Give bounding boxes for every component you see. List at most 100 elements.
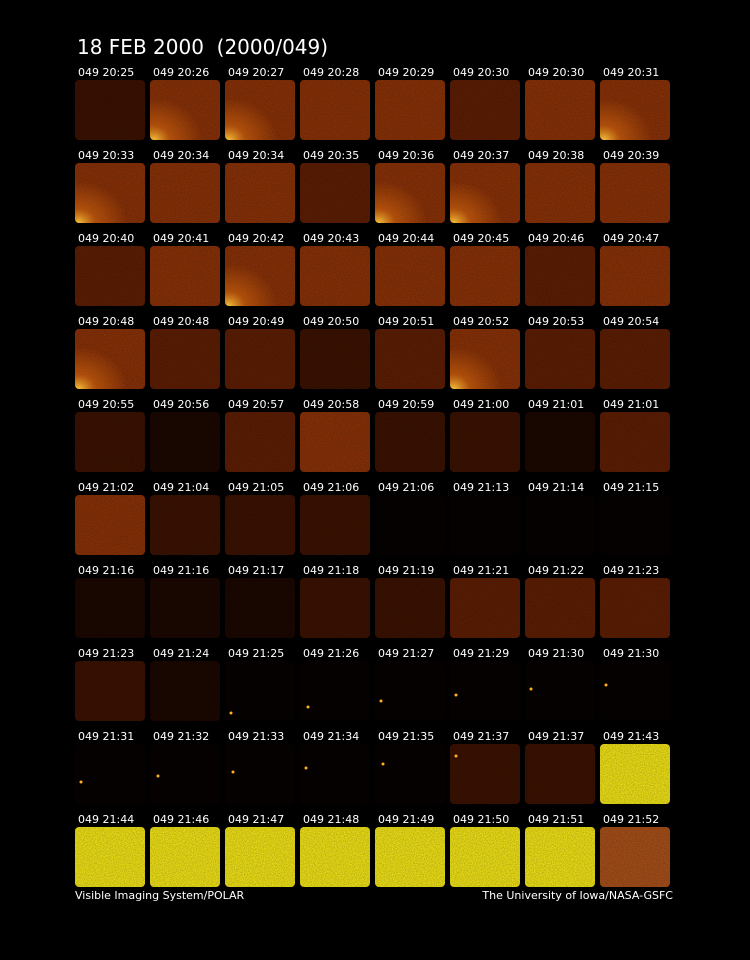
frame-label: 049 20:25 <box>78 66 134 79</box>
frame-label: 049 20:57 <box>228 398 284 411</box>
frame-texture <box>375 329 445 389</box>
frame-label: 049 21:17 <box>228 564 284 577</box>
frame-label: 049 20:27 <box>228 66 284 79</box>
frame-label: 049 21:01 <box>528 398 584 411</box>
frame-label: 049 21:19 <box>378 564 434 577</box>
footer-left: Visible Imaging System/POLAR <box>75 889 245 902</box>
frame-label: 049 21:02 <box>78 481 134 494</box>
aurora-glow <box>225 80 295 140</box>
frame-label: 049 21:21 <box>453 564 509 577</box>
frame-label: 049 21:43 <box>603 730 659 743</box>
frame-texture <box>525 246 595 306</box>
frame-label: 049 21:31 <box>78 730 134 743</box>
frame-texture <box>225 495 295 555</box>
frame-label: 049 21:00 <box>453 398 509 411</box>
star-point <box>604 683 608 687</box>
frame-texture <box>600 412 670 472</box>
frame-label: 049 20:59 <box>378 398 434 411</box>
frame-label: 049 21:30 <box>603 647 659 660</box>
frame-label: 049 21:23 <box>603 564 659 577</box>
frame-texture <box>75 495 145 555</box>
frame-label: 049 21:51 <box>528 813 584 826</box>
frame-label: 049 21:48 <box>303 813 359 826</box>
frame-label: 049 21:30 <box>528 647 584 660</box>
frame-label: 049 21:37 <box>453 730 509 743</box>
frame-label: 049 20:44 <box>378 232 434 245</box>
frame-label: 049 20:36 <box>378 149 434 162</box>
frame-texture <box>375 744 445 804</box>
frame-label: 049 20:51 <box>378 315 434 328</box>
frame-label: 049 21:23 <box>78 647 134 660</box>
star-point <box>454 754 458 758</box>
frame-label: 049 21:50 <box>453 813 509 826</box>
frame-label: 049 21:06 <box>378 481 434 494</box>
frame-label: 049 20:39 <box>603 149 659 162</box>
aurora-glow <box>75 163 145 223</box>
frame-label: 049 20:34 <box>228 149 284 162</box>
frame-label: 049 21:24 <box>153 647 209 660</box>
star-point <box>79 780 83 784</box>
frame-label: 049 21:04 <box>153 481 209 494</box>
frame-label: 049 20:52 <box>453 315 509 328</box>
frame-texture <box>300 578 370 638</box>
frame-texture <box>375 412 445 472</box>
star-point <box>529 687 533 691</box>
frame-texture <box>600 661 670 721</box>
frame-texture <box>300 744 370 804</box>
frame-texture <box>150 412 220 472</box>
frame-label: 049 20:56 <box>153 398 209 411</box>
frame-label: 049 20:49 <box>228 315 284 328</box>
frame-texture <box>75 80 145 140</box>
star-point <box>379 699 383 703</box>
frame-label: 049 21:35 <box>378 730 434 743</box>
star-point <box>229 711 233 715</box>
frame-texture <box>600 578 670 638</box>
frame-texture <box>150 578 220 638</box>
frame-texture <box>450 827 520 887</box>
frame-label: 049 20:29 <box>378 66 434 79</box>
frame-label: 049 20:46 <box>528 232 584 245</box>
frame-label: 049 20:48 <box>153 315 209 328</box>
frame-texture <box>525 80 595 140</box>
frame-label: 049 20:48 <box>78 315 134 328</box>
frame-texture <box>525 163 595 223</box>
frame-texture <box>75 246 145 306</box>
frame-label: 049 20:31 <box>603 66 659 79</box>
frame-label: 049 21:34 <box>303 730 359 743</box>
frame-label: 049 20:40 <box>78 232 134 245</box>
frame-texture <box>150 827 220 887</box>
frame-label: 049 21:06 <box>303 481 359 494</box>
frame-texture <box>450 412 520 472</box>
frame-label: 049 20:34 <box>153 149 209 162</box>
frame-label: 049 20:47 <box>603 232 659 245</box>
title: 18 FEB 2000 (2000/049) <box>77 35 328 59</box>
frame-texture <box>225 661 295 721</box>
frame-label: 049 21:13 <box>453 481 509 494</box>
star-point <box>454 693 458 697</box>
frame-label: 049 21:32 <box>153 730 209 743</box>
frame-label: 049 20:54 <box>603 315 659 328</box>
frame-texture <box>600 827 670 887</box>
frame-label: 049 21:37 <box>528 730 584 743</box>
frame-texture <box>75 744 145 804</box>
frame-texture <box>300 661 370 721</box>
frame-label: 049 20:33 <box>78 149 134 162</box>
star-point <box>306 705 310 709</box>
frame-texture <box>300 412 370 472</box>
frame-texture <box>525 661 595 721</box>
footer-right: The University of Iowa/NASA-GSFC <box>481 889 673 902</box>
frame-label: 049 20:43 <box>303 232 359 245</box>
frame-label: 049 21:44 <box>78 813 134 826</box>
frame-label: 049 20:41 <box>153 232 209 245</box>
frame-texture <box>375 827 445 887</box>
frame-label: 049 21:27 <box>378 647 434 660</box>
frame-label: 049 21:14 <box>528 481 584 494</box>
frame-texture <box>525 744 595 804</box>
frame-texture <box>450 80 520 140</box>
frame-texture <box>150 495 220 555</box>
frame-label: 049 21:46 <box>153 813 209 826</box>
frame-label: 049 20:30 <box>528 66 584 79</box>
frame-texture <box>225 578 295 638</box>
frame-label: 049 21:49 <box>378 813 434 826</box>
